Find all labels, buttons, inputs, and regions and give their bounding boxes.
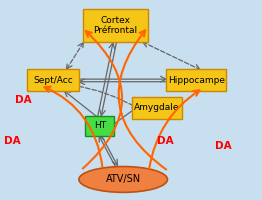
Text: Cortex
Préfrontal: Cortex Préfrontal: [93, 16, 138, 35]
FancyBboxPatch shape: [85, 116, 114, 136]
FancyBboxPatch shape: [27, 69, 79, 91]
Text: Amygdale: Amygdale: [134, 103, 180, 112]
Text: DA: DA: [4, 136, 21, 146]
Text: Hippocampe: Hippocampe: [168, 76, 225, 85]
Text: HT: HT: [94, 121, 106, 130]
FancyBboxPatch shape: [132, 97, 182, 119]
Text: DA: DA: [14, 95, 31, 105]
Ellipse shape: [79, 167, 167, 192]
Text: DA: DA: [215, 141, 232, 151]
FancyBboxPatch shape: [166, 69, 226, 91]
FancyBboxPatch shape: [83, 9, 148, 42]
Text: Sept/Acc: Sept/Acc: [33, 76, 73, 85]
Text: ATV/SN: ATV/SN: [106, 174, 141, 184]
Text: DA: DA: [157, 136, 173, 146]
